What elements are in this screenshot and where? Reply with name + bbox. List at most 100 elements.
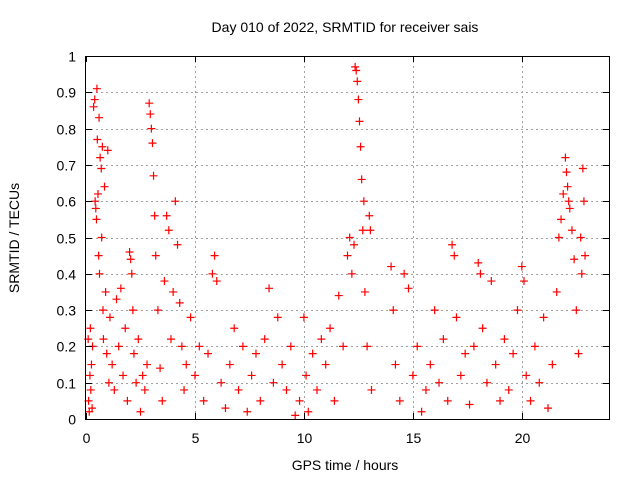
plot-frame [85,56,610,420]
data-point [491,360,500,369]
x-axis-label: GPS time / hours [292,457,399,473]
data-point [186,313,195,322]
data-point [150,211,159,220]
data-point [476,269,485,278]
data-point [522,371,531,380]
data-point [93,135,102,144]
data-point [145,99,154,108]
data-point [572,306,581,315]
y-tick-label: 0 [68,412,76,428]
grid [86,56,609,419]
data-point [565,204,574,213]
data-point [389,306,398,315]
data-point [557,215,566,224]
data-point [554,233,563,242]
y-axis-label: SRMTID / TECUs [6,183,22,293]
data-point [312,385,321,394]
data-point [97,164,106,173]
data-point [282,385,291,394]
data-point [101,287,110,296]
data-point [158,396,167,405]
data-point [351,62,360,71]
data-point [98,306,107,315]
data-point [365,211,374,220]
y-tick-label: 1 [68,49,76,65]
data-point [413,342,422,351]
y-tick-label: 0.1 [57,376,77,392]
data-point [345,233,354,242]
data-point [559,189,568,198]
data-point [439,335,448,344]
data-point [435,378,444,387]
data-point [169,287,178,296]
data-point [482,378,491,387]
data-point [366,226,375,235]
data-point [87,360,96,369]
data-point [210,251,219,260]
data-point [175,298,184,307]
data-point [304,407,313,416]
data-point [343,251,352,260]
data-point [504,385,513,394]
data-point [256,396,265,405]
data-point [452,313,461,322]
data-point [417,407,426,416]
data-point [100,182,109,191]
data-point [426,360,435,369]
data-point [153,306,162,315]
data-point [90,95,99,104]
data-point [129,349,138,358]
data-point [567,226,576,235]
data-point [577,269,586,278]
data-point [164,226,173,235]
data-point [520,277,529,286]
data-point [121,324,130,333]
data-point [474,258,483,267]
data-point [126,255,135,264]
data-point [86,385,95,394]
data-point [91,197,100,206]
data-point [535,378,544,387]
data-point [160,277,169,286]
data-point [400,269,409,278]
data-point [151,251,160,260]
data-point [98,142,107,151]
data-point [579,197,588,206]
data-point [326,324,335,333]
data-point [190,371,199,380]
data-point [92,84,101,93]
data-point [581,251,590,260]
y-tick-label: 0.8 [57,122,77,138]
data-point [353,77,362,86]
data-point [269,378,278,387]
data-point [576,233,585,242]
data-point [146,110,155,119]
data-point [103,146,112,155]
data-point [456,371,465,380]
data-point [330,396,339,405]
data-point [421,385,430,394]
data-point [156,364,165,373]
data-point [171,197,180,206]
data-point [352,66,361,75]
data-point [177,342,186,351]
data-point [149,171,158,180]
chart-title: Day 010 of 2022, SRMTID for receiver sai… [212,19,479,35]
data-point [93,189,102,198]
data-point [225,360,234,369]
data-point [127,269,136,278]
data-point [208,269,217,278]
y-tick-label: 0.7 [57,158,77,174]
data-point [530,342,539,351]
data-point [509,349,518,358]
x-tick-label: 10 [297,430,313,446]
data-point [182,360,191,369]
data-point [574,349,583,358]
data-point [278,360,287,369]
data-point [104,378,113,387]
data-point [260,335,269,344]
data-point [136,407,145,416]
data-point [116,284,125,293]
data-point [356,142,365,151]
data-point [334,291,343,300]
